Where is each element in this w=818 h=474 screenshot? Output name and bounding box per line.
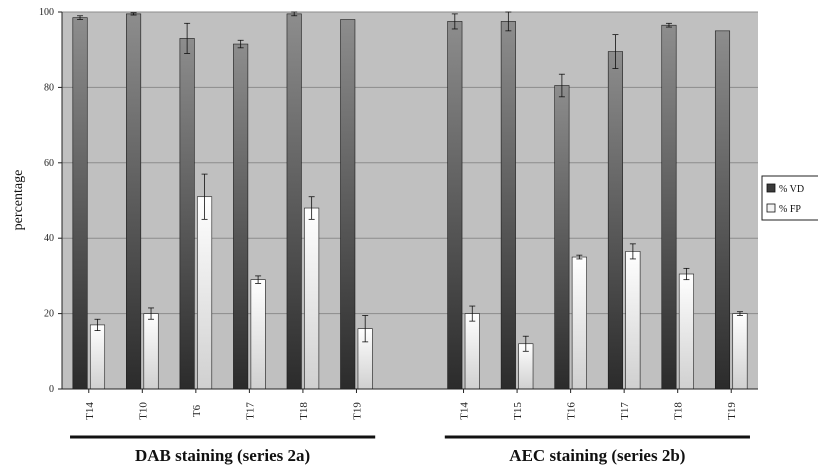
y-tick-label: 80 — [44, 82, 54, 93]
bar-vd — [662, 25, 676, 389]
category-label: T6 — [191, 404, 203, 417]
category-label: T14 — [84, 402, 96, 420]
y-tick-label: 0 — [49, 384, 54, 395]
category-label: T17 — [619, 402, 631, 420]
bar-fp — [304, 208, 318, 389]
bar-fp — [626, 251, 640, 389]
legend-label: % VD — [779, 184, 804, 195]
bar-vd — [180, 38, 194, 389]
category-label: T18 — [298, 402, 310, 420]
bar-fp — [572, 257, 586, 389]
bar-fp — [733, 314, 747, 389]
bar-vd — [341, 20, 355, 389]
category-label: T16 — [566, 402, 578, 420]
y-tick-label: 60 — [44, 158, 54, 169]
bar-vd — [555, 86, 569, 389]
group-label: AEC staining (series 2b) — [509, 446, 685, 465]
plot-area — [62, 12, 758, 389]
category-label: T18 — [673, 402, 685, 420]
y-tick-label: 40 — [44, 233, 54, 244]
bar-vd — [73, 18, 87, 389]
bar-vd — [448, 21, 462, 389]
category-label: T14 — [459, 402, 471, 420]
category-label: T10 — [137, 402, 149, 420]
bar-vd — [287, 14, 301, 389]
category-label: T19 — [726, 402, 738, 420]
category-label: T15 — [512, 402, 524, 420]
bar-fp — [144, 314, 158, 389]
bar-vd — [233, 44, 247, 389]
category-label: T19 — [351, 402, 363, 420]
bar-vd — [608, 52, 622, 389]
bar-fp — [465, 314, 479, 389]
legend: % VD % FP — [762, 176, 818, 220]
legend-swatch-fp — [767, 204, 775, 212]
bar-fp — [251, 280, 265, 389]
y-tick-label: 100 — [39, 7, 54, 18]
bar-fp — [197, 197, 211, 389]
bar-vd — [501, 21, 515, 389]
y-axis-label: percentage — [11, 170, 26, 231]
group-label: DAB staining (series 2a) — [135, 446, 310, 465]
category-label: T17 — [244, 402, 256, 420]
bar-vd — [126, 14, 140, 389]
bar-fp — [90, 325, 104, 389]
bar-fp — [679, 274, 693, 389]
y-tick-label: 20 — [44, 309, 54, 320]
legend-label: % FP — [779, 204, 801, 215]
legend-swatch-vd — [767, 184, 775, 192]
bar-vd — [715, 31, 729, 389]
